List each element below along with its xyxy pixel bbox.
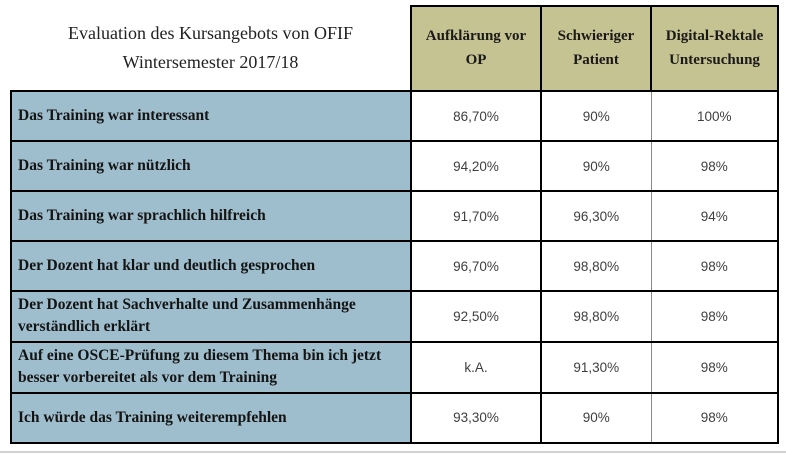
cell-value: 90% <box>540 391 652 444</box>
cell-value: 98,80% <box>540 240 652 292</box>
table-title-line1: Evaluation des Kursangebots von OFIF <box>68 23 353 44</box>
column-header-digital-rektale-untersuchung: Digital-Rektale Untersuchung <box>650 5 779 92</box>
page-bottom-rule <box>0 451 786 453</box>
cell-value: 94% <box>650 190 779 242</box>
row-label: Der Dozent hat klar und deutlich gesproc… <box>10 240 412 292</box>
row-label: Das Training war nützlich <box>10 140 412 192</box>
cell-value: 92,50% <box>410 290 542 343</box>
table-row-interessant: Das Training war interessant 86,70% 90% … <box>10 90 779 142</box>
cell-value: 91,70% <box>410 190 542 242</box>
column-header-aufklaerung-vor-op: Aufklärung vor OP <box>410 5 542 92</box>
cell-value: 93,30% <box>410 391 542 444</box>
cell-value: 91,30% <box>540 340 652 394</box>
cell-value: 90% <box>540 90 652 142</box>
cell-value: 86,70% <box>410 90 542 142</box>
column-header-schwieriger-patient: Schwieriger Patient <box>540 5 652 92</box>
table-row-nuetzlich: Das Training war nützlich 94,20% 90% 98% <box>10 140 779 192</box>
row-label: Ich würde das Training weiterempfehlen <box>10 391 412 444</box>
table-title-line2: Wintersemester 2017/18 <box>122 52 299 72</box>
row-label: Das Training war interessant <box>10 90 412 142</box>
cell-value: 94,20% <box>410 140 542 192</box>
table-row-osce-pruefung: Auf eine OSCE-Prüfung zu diesem Thema bi… <box>10 340 779 394</box>
cell-value: 96,30% <box>540 190 652 242</box>
cell-value: 98% <box>650 140 779 192</box>
cell-value: 98% <box>650 340 779 394</box>
cell-value: 96,70% <box>410 240 542 292</box>
row-label: Der Dozent hat Sachverhalte und Zusammen… <box>10 290 412 343</box>
cell-value: k.A. <box>410 340 542 394</box>
cell-value: 98% <box>650 240 779 292</box>
row-label: Auf eine OSCE-Prüfung zu diesem Thema bi… <box>10 340 412 394</box>
header-row: Evaluation des Kursangebots von OFIF Win… <box>11 5 779 92</box>
row-label: Das Training war sprachlich hilfreich <box>10 190 412 242</box>
cell-value: 90% <box>540 140 652 192</box>
cell-value: 100% <box>650 90 779 142</box>
table-title: Evaluation des Kursangebots von OFIF Win… <box>11 6 411 91</box>
cell-value: 98,80% <box>540 290 652 343</box>
evaluation-table: Evaluation des Kursangebots von OFIF Win… <box>10 5 779 444</box>
table-row-sprachlich-hilfreich: Das Training war sprachlich hilfreich 91… <box>10 190 779 242</box>
table-row-weiterempfehlen: Ich würde das Training weiterempfehlen 9… <box>10 391 779 444</box>
cell-value: 98% <box>650 391 779 444</box>
table-row-verstaendlich-erklaert: Der Dozent hat Sachverhalte und Zusammen… <box>10 290 779 343</box>
cell-value: 98% <box>650 290 779 343</box>
table-row-klar-gesprochen: Der Dozent hat klar und deutlich gesproc… <box>10 240 779 292</box>
